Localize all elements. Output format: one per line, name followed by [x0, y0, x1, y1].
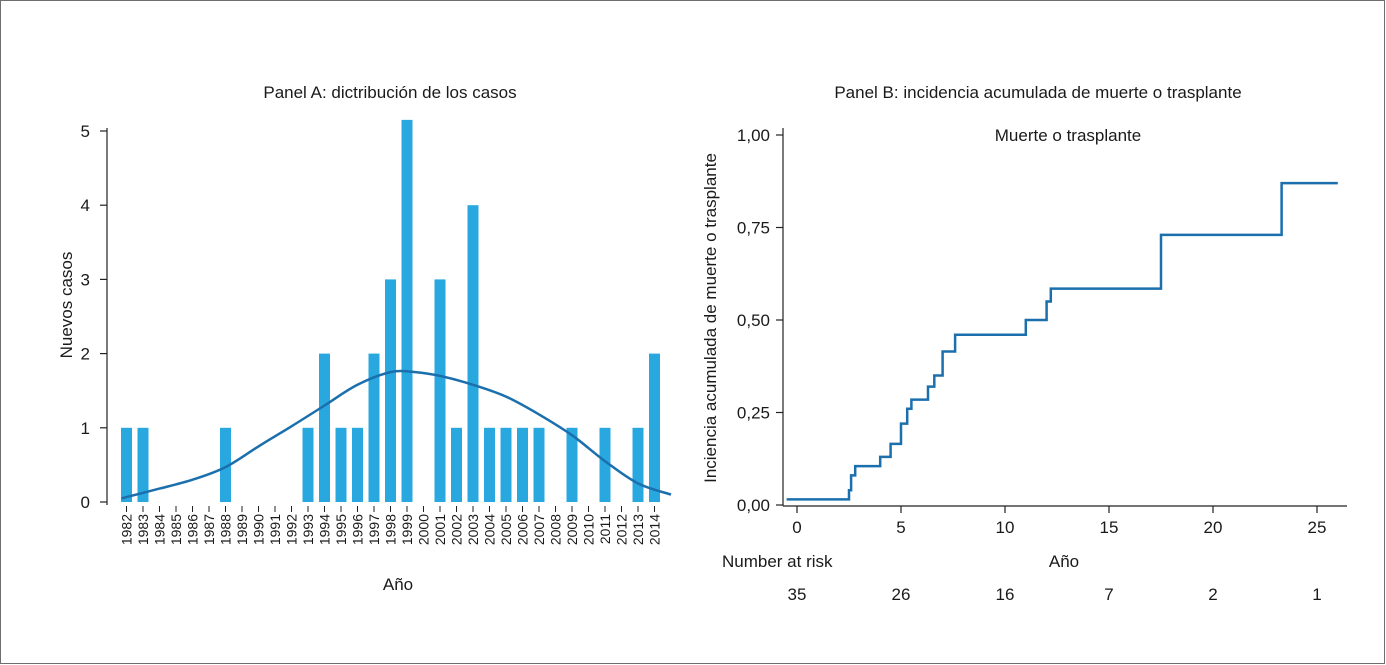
panel-b-y-tick-label: 0,25 [737, 404, 770, 423]
panel-a-x-tick-label: 2002 [449, 514, 465, 545]
panel-b-legend-text: Muerte o trasplante [995, 126, 1141, 145]
panel-b: Panel B: incidencia acumulada de muerte … [701, 83, 1347, 604]
panel-b-x-ticks: 0 5 10 15 20 25 [792, 506, 1326, 537]
panel-a-x-tick-label: 1982 [119, 514, 135, 545]
panel-a-x-tick-label: 1998 [383, 514, 399, 545]
panel-a-x-tick-label: 1992 [284, 514, 300, 545]
panel-a-bar [385, 279, 396, 502]
panel-a-x-tick-label: 1996 [350, 514, 366, 545]
panel-a-x-tick-label: 2007 [531, 514, 547, 545]
panel-b-step-line [786, 181, 1338, 501]
panel-a-x-tick-label: 1997 [366, 514, 382, 545]
panel-b-x-tick-label: 5 [896, 518, 905, 537]
panel-a-bar [319, 353, 330, 502]
panel-b-x-tick-label: 25 [1308, 518, 1327, 537]
panel-a-y-tick-label: 0 [81, 493, 90, 512]
panel-a-bar [220, 427, 231, 502]
panel-a-x-tick-label: 1993 [300, 514, 316, 545]
panel-a-bar [500, 427, 512, 502]
panel-b-ylabel: Inciencia acumulada de muerte o trasplan… [701, 153, 720, 483]
panel-a-smooth-curve [121, 369, 672, 500]
panel-a-bar [649, 353, 660, 502]
panel-a-y-ticks: 0 1 2 3 4 5 [81, 122, 107, 512]
panel-a-x-tick-label: 1989 [234, 514, 250, 545]
panel-a-x-tick-label: 1986 [185, 514, 201, 545]
panel-a-bar [352, 427, 363, 502]
panel-a-bar [632, 427, 644, 502]
panel-b-x-tick-label: 0 [792, 518, 801, 537]
panel-a-x-tick-label: 1984 [152, 514, 168, 545]
panel-a-y-tick-label: 3 [81, 270, 90, 289]
panel-a-y-tick-label: 1 [81, 419, 90, 438]
panel-a-bar [401, 119, 413, 503]
panel-a-x-tick-label: 1995 [333, 514, 349, 545]
panel-a-bars [121, 119, 660, 503]
panel-a-x-tick-label: 2013 [630, 514, 646, 545]
risk-table-value: 2 [1208, 585, 1217, 604]
panel-a-ylabel: Nuevos casos [57, 252, 76, 359]
panel-a-title: Panel A: dictribución de los casos [263, 83, 516, 102]
panel-a-x-tick-label: 1988 [218, 514, 234, 545]
risk-table-value: 16 [996, 585, 1015, 604]
panel-a-bar [137, 427, 149, 502]
panel-a-bar [517, 427, 528, 502]
panel-a-x-tick-label: 1991 [267, 514, 283, 545]
panel-a-bar [451, 427, 462, 502]
panel-b-y-tick-label: 1,00 [737, 126, 770, 145]
panel-a-x-tick-label: 1987 [201, 514, 217, 545]
panel-a-xlabel: Año [383, 575, 413, 594]
panel-a-bar [368, 353, 380, 502]
panel-a-x-tick-label: 2006 [515, 514, 531, 545]
panel-a-bar [121, 427, 132, 502]
panel-b-x-tick-label: 15 [1100, 518, 1119, 537]
panel-a: Panel A: dictribución de los casos Nuevo… [57, 83, 672, 594]
risk-table-value: 26 [892, 585, 911, 604]
risk-table-value: 35 [788, 585, 807, 604]
panel-a-x-tick-label: 1985 [168, 514, 184, 545]
panel-b-y-tick-label: 0,00 [737, 496, 770, 515]
risk-table-value: 1 [1312, 585, 1321, 604]
risk-table-values: 35 26 16 7 2 1 [788, 585, 1322, 604]
panel-a-x-tick-label: 2010 [581, 514, 597, 545]
risk-table-value: 7 [1104, 585, 1113, 604]
panel-a-bar [484, 427, 495, 502]
panel-a-x-tick-label: 1990 [251, 514, 267, 545]
panel-a-x-ticks: 1982 1983 1984 1985 1986 1987 1988 1989 1990 1991… [119, 506, 663, 545]
panel-a-x-tick-label: 2008 [548, 514, 564, 545]
panel-a-x-tick-label: 1983 [135, 514, 151, 545]
panel-a-y-tick-label: 4 [81, 196, 90, 215]
panel-a-x-tick-label: 2004 [482, 514, 498, 545]
risk-table-label: Number at risk [722, 552, 833, 571]
panel-a-bar [566, 427, 578, 502]
panel-a-bar [434, 279, 446, 502]
panel-a-x-tick-label: 1994 [317, 514, 333, 545]
panel-a-bar [302, 427, 314, 502]
panel-a-x-tick-label: 2000 [416, 514, 432, 545]
panel-a-x-tick-label: 2003 [465, 514, 481, 545]
panel-b-title: Panel B: incidencia acumulada de muerte … [834, 83, 1241, 102]
panel-a-x-tick-label: 2011 [597, 514, 613, 544]
panel-a-y-tick-label: 2 [81, 345, 90, 364]
panel-a-bar [467, 205, 479, 502]
panel-a-y-tick-label: 5 [81, 122, 90, 141]
panel-a-x-tick-label: 2012 [614, 514, 630, 545]
panel-b-y-ticks: 0,00 0,25 0,50 0,75 1,00 [737, 126, 783, 515]
panel-a-bar [335, 427, 347, 502]
panel-b-xlabel: Año [1049, 552, 1079, 571]
panel-a-bar [599, 427, 611, 502]
panel-b-y-tick-label: 0,50 [737, 311, 770, 330]
panel-a-x-tick-label: 2001 [432, 514, 448, 545]
panel-a-x-tick-label: 1999 [399, 514, 415, 545]
panel-a-x-tick-label: 2005 [498, 514, 514, 545]
panel-a-bar [533, 427, 545, 502]
panel-a-x-tick-label: 2009 [564, 514, 580, 545]
panel-b-x-tick-label: 10 [996, 518, 1015, 537]
panel-b-y-tick-label: 0,75 [737, 219, 770, 238]
panel-a-x-tick-label: 2014 [647, 514, 663, 545]
panel-b-x-tick-label: 20 [1204, 518, 1223, 537]
